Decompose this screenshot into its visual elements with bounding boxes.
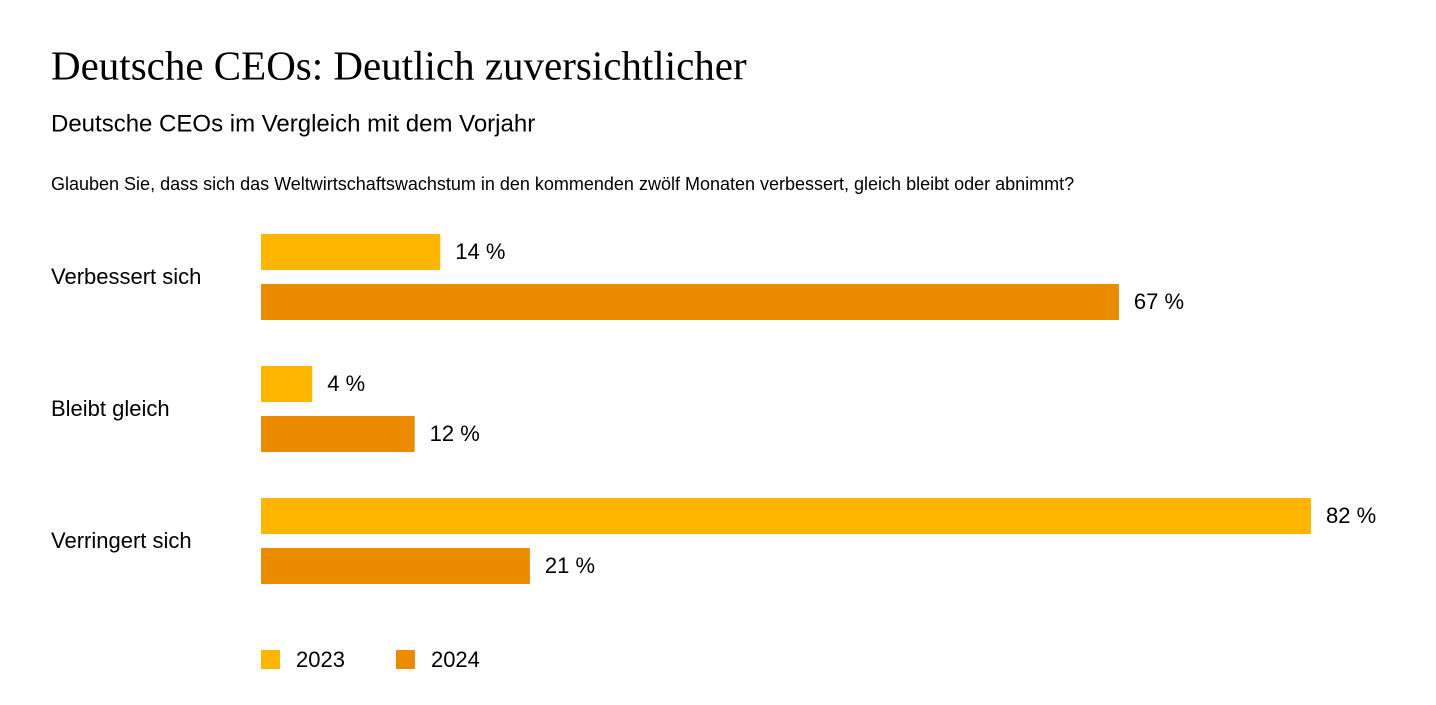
legend-label: 2023 bbox=[296, 647, 345, 672]
bar bbox=[261, 284, 1119, 320]
bar bbox=[261, 234, 441, 270]
bar bbox=[261, 366, 313, 402]
question: Glauben Sie, dass sich das Weltwirtschaf… bbox=[51, 174, 1074, 194]
category-label: Verbessert sich bbox=[51, 264, 201, 289]
value-label: 82 % bbox=[1326, 503, 1376, 528]
bar bbox=[261, 548, 530, 584]
value-label: 14 % bbox=[455, 239, 505, 264]
legend-swatch bbox=[395, 650, 415, 669]
bar bbox=[261, 498, 1311, 534]
value-label: 4 % bbox=[327, 371, 365, 396]
bar bbox=[261, 416, 415, 452]
chart-subtitle: Deutsche CEOs im Vergleich mit dem Vorja… bbox=[51, 110, 535, 137]
legend-swatch bbox=[261, 650, 280, 669]
value-label: 67 % bbox=[1134, 289, 1184, 314]
legend-label: 2024 bbox=[431, 647, 480, 672]
chart-title: Deutsche CEOs: Deutlich zuversichtlicher bbox=[51, 42, 747, 88]
category-label: Verringert sich bbox=[51, 528, 192, 553]
category-label: Bleibt gleich bbox=[51, 396, 170, 421]
value-label: 21 % bbox=[545, 553, 595, 578]
value-label: 12 % bbox=[430, 421, 480, 446]
